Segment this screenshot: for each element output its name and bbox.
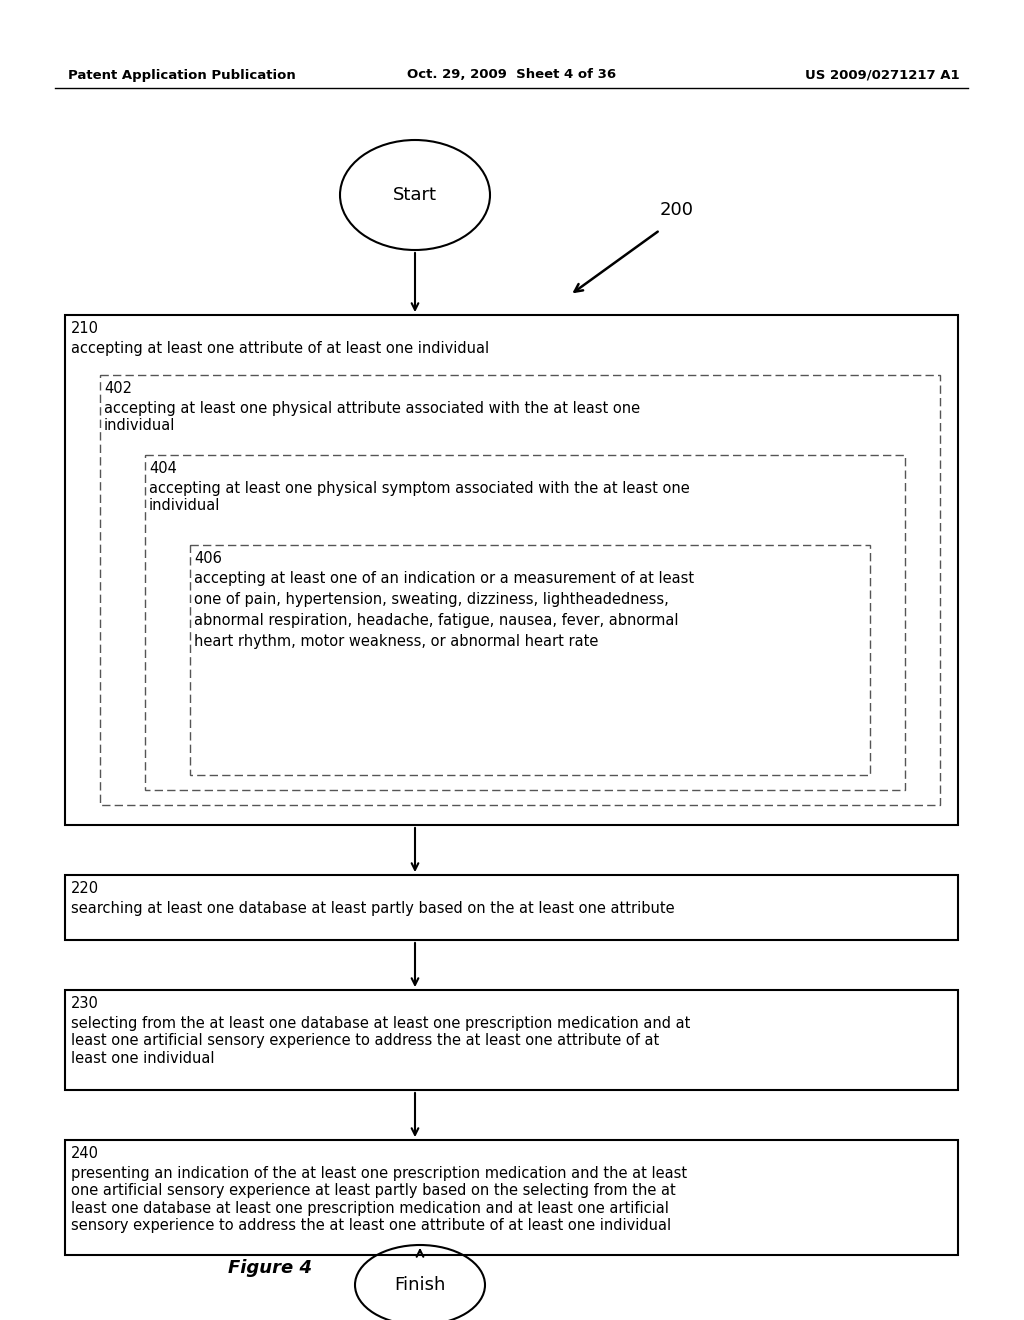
Text: US 2009/0271217 A1: US 2009/0271217 A1 bbox=[805, 69, 961, 82]
Text: 406: 406 bbox=[194, 550, 222, 566]
Text: Patent Application Publication: Patent Application Publication bbox=[68, 69, 296, 82]
Text: 402: 402 bbox=[104, 381, 132, 396]
Bar bbox=[65, 1140, 958, 1255]
Bar bbox=[100, 375, 940, 805]
Bar bbox=[190, 545, 870, 775]
Text: presenting an indication of the at least one prescription medication and the at : presenting an indication of the at least… bbox=[71, 1166, 687, 1233]
Text: Start: Start bbox=[393, 186, 437, 205]
Text: 404: 404 bbox=[150, 461, 177, 477]
Text: 240: 240 bbox=[71, 1146, 99, 1162]
Text: 230: 230 bbox=[71, 997, 99, 1011]
Text: accepting at least one of an indication or a measurement of at least
one of pain: accepting at least one of an indication … bbox=[194, 572, 694, 649]
Bar bbox=[145, 455, 905, 789]
Text: searching at least one database at least partly based on the at least one attrib: searching at least one database at least… bbox=[71, 902, 675, 916]
Text: 200: 200 bbox=[660, 201, 694, 219]
Bar bbox=[65, 990, 958, 1090]
Bar bbox=[65, 875, 958, 940]
Bar bbox=[65, 315, 958, 825]
Text: accepting at least one physical symptom associated with the at least one
individ: accepting at least one physical symptom … bbox=[150, 480, 690, 513]
Text: Finish: Finish bbox=[394, 1276, 445, 1294]
Text: 210: 210 bbox=[71, 321, 99, 337]
Text: accepting at least one attribute of at least one individual: accepting at least one attribute of at l… bbox=[71, 341, 489, 356]
Text: accepting at least one physical attribute associated with the at least one
indiv: accepting at least one physical attribut… bbox=[104, 401, 640, 433]
Text: selecting from the at least one database at least one prescription medication an: selecting from the at least one database… bbox=[71, 1016, 690, 1065]
Text: 220: 220 bbox=[71, 880, 99, 896]
Text: Oct. 29, 2009  Sheet 4 of 36: Oct. 29, 2009 Sheet 4 of 36 bbox=[408, 69, 616, 82]
Text: Figure 4: Figure 4 bbox=[228, 1259, 312, 1276]
